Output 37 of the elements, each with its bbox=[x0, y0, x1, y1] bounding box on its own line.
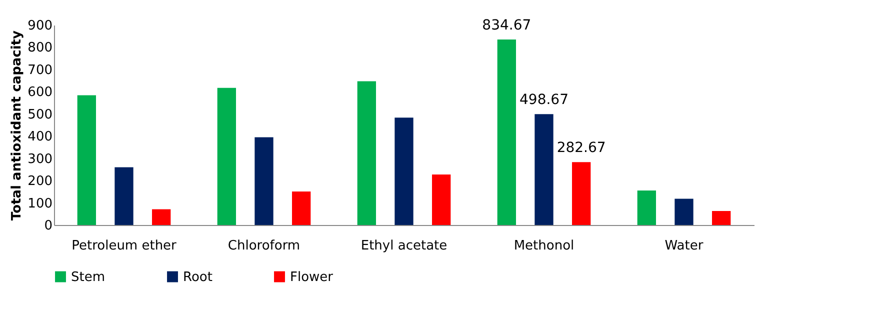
y-tick-label: 800 bbox=[28, 40, 52, 56]
legend-label: Stem bbox=[71, 270, 106, 285]
bar bbox=[534, 114, 554, 225]
bar bbox=[572, 162, 591, 225]
x-tick-label: Water bbox=[664, 238, 704, 254]
data-label: 282.67 bbox=[556, 140, 606, 156]
bar bbox=[152, 209, 171, 225]
y-axis-title: Total antioxidant capacity bbox=[10, 30, 25, 220]
x-tick-label: Methonol bbox=[514, 238, 574, 254]
y-tick-label: 700 bbox=[28, 62, 52, 78]
y-tick-label: 0 bbox=[44, 218, 52, 234]
y-tick-label: 300 bbox=[28, 152, 52, 167]
bar bbox=[114, 167, 134, 225]
bar bbox=[292, 191, 311, 225]
bar bbox=[432, 174, 451, 225]
x-tick-label: Ethyl acetate bbox=[360, 238, 448, 254]
bar bbox=[254, 137, 274, 225]
bar bbox=[77, 95, 96, 225]
y-tick-label: 200 bbox=[28, 174, 52, 190]
bar bbox=[357, 81, 376, 225]
x-tick-label: Petroleum ether bbox=[72, 238, 178, 254]
y-tick-label: 400 bbox=[28, 130, 52, 145]
y-tick-label: 100 bbox=[28, 196, 52, 212]
bar bbox=[674, 198, 694, 225]
x-tick-label: Chloroform bbox=[228, 238, 300, 254]
y-tick-label: 600 bbox=[28, 85, 52, 100]
data-label: 498.67 bbox=[520, 92, 568, 108]
bar bbox=[497, 40, 516, 225]
y-tick-label: 500 bbox=[28, 107, 52, 122]
y-tick-label: 900 bbox=[28, 18, 52, 34]
data-label: 834.67 bbox=[482, 18, 532, 34]
bar bbox=[394, 118, 414, 225]
bar bbox=[712, 211, 731, 225]
legend-label: Root bbox=[183, 270, 212, 285]
bar bbox=[637, 190, 656, 225]
bar bbox=[217, 88, 236, 225]
legend-label: Flower bbox=[290, 270, 334, 285]
